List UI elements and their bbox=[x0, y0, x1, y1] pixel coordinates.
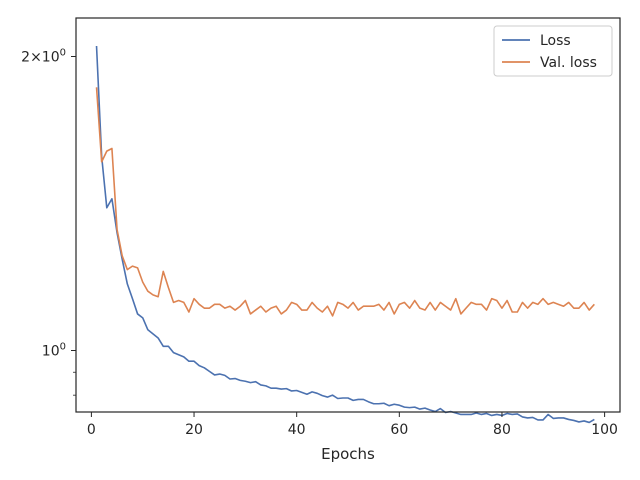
legend-entry-label: Loss bbox=[540, 33, 571, 49]
x-tick-label: 60 bbox=[390, 422, 408, 438]
x-tick-label: 80 bbox=[493, 422, 511, 438]
series-line-val-loss bbox=[95, 87, 595, 317]
x-tick-label: 40 bbox=[288, 422, 306, 438]
series-line-loss bbox=[95, 45, 595, 424]
x-tick-label: 20 bbox=[185, 422, 203, 438]
x-axis: 0 20 40 60 80 100 bbox=[87, 412, 618, 438]
x-tick-label: 0 bbox=[87, 422, 96, 438]
x-tick-label: 100 bbox=[591, 422, 618, 438]
series-layer bbox=[95, 45, 595, 424]
legend-entry-label: Val. loss bbox=[540, 55, 597, 71]
legend: Loss Val. loss bbox=[493, 25, 613, 77]
x-axis-label: Epochs bbox=[321, 445, 375, 463]
y-tick-label: 2×100 bbox=[21, 47, 66, 65]
legend-box bbox=[493, 25, 613, 77]
plot-frame bbox=[75, 17, 621, 413]
